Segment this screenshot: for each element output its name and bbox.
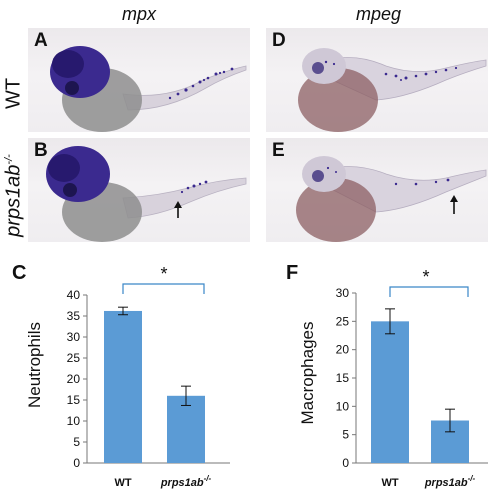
embryo-image-d	[298, 48, 487, 132]
y-tick-label: 10	[336, 399, 350, 413]
panel-letter-e: E	[272, 140, 285, 161]
y-tick-label: 10	[67, 414, 81, 428]
embryo-panel-e: E	[266, 138, 488, 242]
category-label: WT	[381, 477, 398, 489]
y-tick-label: 35	[67, 309, 81, 323]
significance-bracket	[122, 283, 205, 294]
significance-star: *	[160, 264, 167, 284]
category-label: prps1ab-/-	[160, 474, 212, 489]
y-tick-label: 25	[336, 314, 350, 328]
y-tick-label: 15	[336, 371, 350, 385]
column-title-mpeg: mpeg	[356, 4, 402, 24]
y-tick-label: 25	[67, 351, 81, 365]
chart-f: Macrophages 0 5 10 15 20 25 30 WT prps1ab-/- *	[298, 267, 488, 489]
y-tick-label: 20	[336, 343, 350, 357]
bar-prps1ab	[167, 395, 205, 463]
y-tick-label: 30	[67, 330, 81, 344]
y-tick-label: 20	[67, 372, 81, 386]
chart-letter-f: F	[286, 262, 299, 284]
row-label-wt: WT	[2, 77, 25, 110]
y-tick-label: 5	[73, 435, 80, 449]
panel-letter-b: B	[34, 140, 48, 161]
panel-letter-d: D	[272, 30, 286, 51]
column-title-mpx: mpx	[122, 4, 157, 24]
y-tick-label: 0	[73, 456, 80, 470]
y-tick-label: 15	[67, 393, 81, 407]
ylabel-neutrophils: Neutrophils	[25, 322, 44, 408]
embryo-panel-b: B	[28, 138, 250, 242]
embryo-panel-d: D	[266, 28, 488, 132]
chart-c: Neutrophils 0 5 10 15 20 25 30 35 40 WT prps1ab-/…	[25, 264, 230, 489]
bar-wt	[371, 321, 409, 463]
row-label-prps1ab-main: prps1ab	[2, 164, 25, 237]
embryo-image-e	[296, 156, 487, 242]
significance-bracket	[389, 286, 469, 297]
y-tick-label: 0	[342, 456, 349, 470]
embryo-image-a	[50, 46, 247, 132]
embryo-panel-a: A	[28, 28, 250, 132]
ylabel-macrophages: Macrophages	[298, 321, 317, 424]
y-tick-label: 40	[67, 288, 81, 302]
significance-star: *	[422, 267, 429, 287]
panel-letter-a: A	[34, 30, 48, 51]
chart-letter-c: C	[12, 262, 27, 284]
y-tick-label: 30	[336, 286, 350, 300]
y-tick-label: 5	[342, 428, 349, 442]
embryo-image-b	[46, 146, 247, 242]
category-label: prps1ab-/-	[424, 474, 476, 489]
category-label: WT	[114, 477, 131, 489]
row-label-prps1ab: prps1ab-/-	[3, 146, 26, 246]
row-label-prps1ab-sup: -/-	[2, 154, 15, 165]
bar-wt	[104, 310, 142, 463]
